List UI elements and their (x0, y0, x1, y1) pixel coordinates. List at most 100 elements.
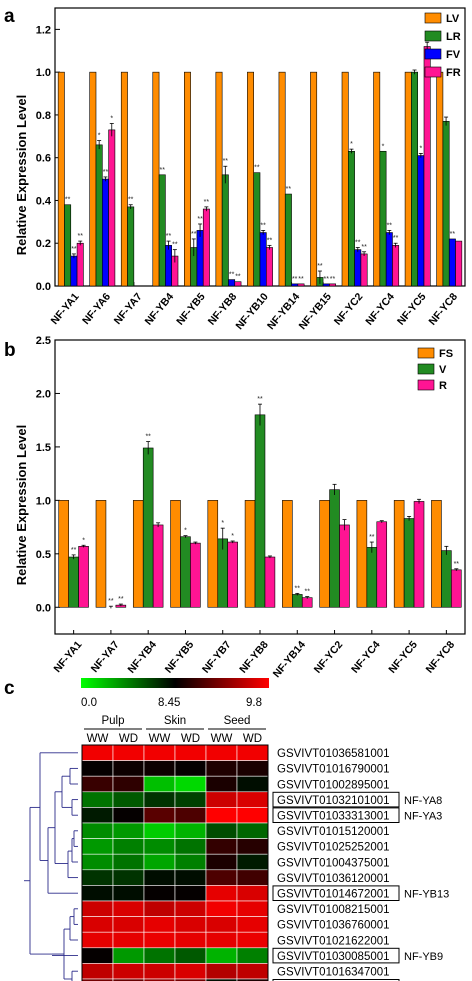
a-bar (284, 193, 292, 287)
a-significance-mark: ** (450, 231, 456, 238)
heatmap-gene-label: GSVIVT01004375001 (277, 857, 390, 869)
a-legend-swatch (424, 48, 442, 60)
a-bar (354, 249, 362, 287)
heatmap-cell (236, 978, 269, 981)
heatmap-cell (174, 947, 207, 964)
heatmap-cell (81, 931, 114, 949)
a-legend-label: LR (446, 31, 461, 43)
a-significance-mark: * (350, 141, 353, 148)
a-bar (234, 281, 242, 287)
b-bar (132, 500, 144, 608)
heatmap-gene-highlight-box (272, 979, 400, 981)
a-category-label: NF-YA6 (80, 291, 113, 327)
b-category-label: NF-YB4 (125, 639, 159, 676)
a-bar (215, 71, 223, 287)
heatmap-cell (112, 947, 145, 964)
a-significance-mark: ** (223, 158, 229, 165)
b-bar (142, 447, 154, 608)
a-bar (202, 208, 210, 287)
b-bar (282, 500, 293, 608)
heatmap-cell (205, 744, 238, 761)
heatmap-cell (174, 963, 207, 980)
a-bar (341, 71, 349, 287)
heatmap-cell (236, 947, 269, 964)
heatmap-cell (81, 775, 114, 793)
a-significance-mark: ** (235, 274, 241, 281)
scale-max-label: 9.8 (246, 697, 262, 709)
a-ytick-label: 1.2 (36, 24, 51, 36)
panel-a-bars: **************************** ************… (57, 41, 463, 287)
a-significance-mark: ** (204, 199, 210, 206)
b-bar (180, 536, 191, 608)
heatmap-cell (236, 791, 269, 808)
heatmap-cell (112, 838, 145, 855)
b-bar (441, 550, 452, 608)
heatmap-cell (174, 869, 207, 886)
a-significance-mark: ** (166, 233, 172, 240)
a-legend-label: FV (446, 49, 461, 61)
a-significance-mark: ** (286, 186, 292, 193)
a-bar (385, 232, 393, 287)
b-significance-mark: ** (108, 598, 114, 605)
b-category-label: NF-YC2 (312, 639, 346, 676)
heatmap-cell (236, 963, 269, 980)
b-bar (58, 500, 69, 608)
a-significance-mark: ** (330, 276, 336, 283)
b-bar (207, 500, 219, 608)
b-bar (413, 501, 425, 608)
heatmap-gene-label: GSVIVT01036120001 (277, 873, 390, 885)
b-legend-label: FS (439, 348, 453, 360)
a-ytick-label: 0.2 (36, 238, 51, 250)
heatmap-gene-highlight-box (272, 791, 400, 808)
heatmap-cell (143, 931, 176, 949)
b-category-label: NF-YB5 (163, 639, 197, 676)
heatmap-cell (236, 775, 269, 793)
heatmap-cell (174, 807, 207, 824)
heatmap-cell (112, 963, 145, 980)
b-significance-mark: ** (118, 596, 124, 603)
a-bar (120, 71, 128, 287)
a-category-label: NF-YA1 (49, 291, 82, 327)
panel-letter-b: b (4, 340, 16, 361)
a-category-label: NF-YB5 (174, 291, 208, 328)
color-scale-bar (81, 678, 269, 688)
a-bar (417, 155, 425, 287)
heatmap-gene-label: GSVIVT01036760001 (277, 920, 390, 932)
heatmap-cell (205, 807, 238, 824)
heatmap-cell (174, 838, 207, 855)
heatmap-column-label: WD (181, 733, 200, 745)
a-significance-mark: ** (65, 197, 71, 204)
scale-min-label: 0.0 (81, 697, 97, 709)
b-bar (319, 500, 330, 608)
a-legend-swatch (424, 66, 442, 78)
a-significance-mark: * (382, 143, 385, 150)
a-category-label: NF-YC2 (332, 291, 366, 328)
heatmap-cells (81, 744, 269, 981)
b-category-label: NF-YA7 (89, 639, 122, 675)
heatmap-cell (174, 775, 207, 793)
heatmap-cell (112, 900, 145, 917)
b-bar (68, 556, 79, 608)
b-ytick-label: 2.0 (36, 388, 51, 400)
b-bar (329, 489, 340, 608)
heatmap-cell (143, 885, 176, 902)
a-significance-mark: ** (324, 276, 330, 283)
b-bar (403, 518, 415, 608)
heatmap-cell (81, 853, 114, 871)
heatmap-cell (205, 791, 238, 808)
heatmap-gene-annotation: NF-YB13 (404, 889, 449, 901)
a-bar (322, 283, 330, 287)
a-category-label: NF-YA7 (112, 291, 145, 327)
heatmap-cell (205, 869, 238, 886)
panel-a-category-labels: NF-YA1NF-YA6NF-YA7NF-YB4NF-YB5NF-YB8NF-Y… (49, 291, 461, 332)
a-significance-mark: ** (128, 197, 134, 204)
heatmap-cell (236, 853, 269, 871)
a-bar (158, 174, 166, 287)
heatmap-gene-label: GSVIVT01033313001 (277, 811, 390, 823)
b-significance-mark: ** (257, 396, 263, 403)
heatmap-cell (112, 931, 145, 949)
heatmap-cell (236, 885, 269, 902)
a-legend-label: LV (446, 13, 460, 25)
heatmap-cell (81, 963, 114, 980)
